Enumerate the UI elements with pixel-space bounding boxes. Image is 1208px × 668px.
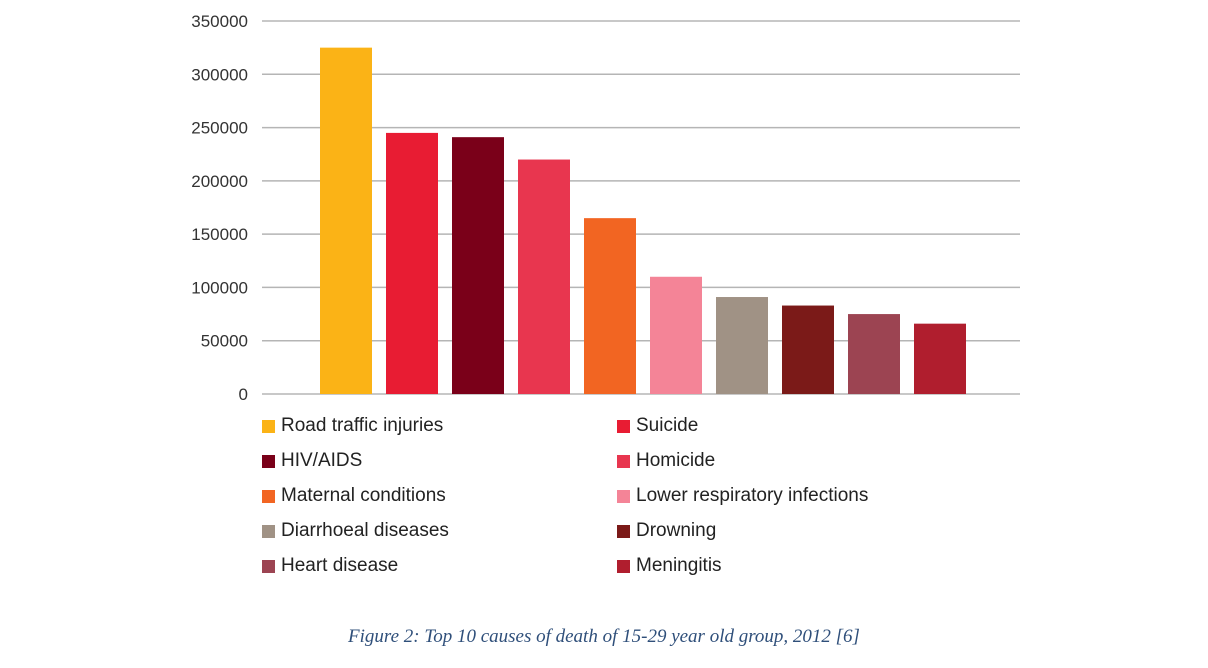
legend-label: Homicide xyxy=(636,450,716,471)
legend-item: Drowning xyxy=(617,519,962,543)
legend-label: Suicide xyxy=(636,415,699,436)
legend-swatch xyxy=(262,489,275,503)
legend-swatch xyxy=(617,559,630,573)
legend-label: Lower respiratory infections xyxy=(636,485,869,506)
bar xyxy=(386,132,438,394)
bar xyxy=(782,305,834,394)
legend-item: Road traffic injuries xyxy=(262,414,617,438)
legend-swatch xyxy=(617,489,630,503)
legend-label: Maternal conditions xyxy=(281,485,446,506)
bar xyxy=(650,276,702,394)
legend-swatch xyxy=(262,524,275,538)
y-tick-label: 100000 xyxy=(191,278,248,297)
bar xyxy=(320,47,372,395)
y-tick-label: 300000 xyxy=(191,65,248,84)
legend-swatch xyxy=(262,419,275,433)
y-tick-label: 250000 xyxy=(191,119,248,138)
legend-swatch xyxy=(617,524,630,538)
legend-label: Heart disease xyxy=(281,555,399,576)
figure-caption: Figure 2: Top 10 causes of death of 15-2… xyxy=(348,626,860,647)
legend-item: Heart disease xyxy=(262,554,617,578)
bar xyxy=(716,297,768,394)
gridlines xyxy=(262,20,1020,395)
legend-swatch xyxy=(262,559,275,573)
bar xyxy=(518,159,570,394)
legend-swatch xyxy=(617,419,630,433)
bar-chart: 0 50000 100000 150000 200000 250000 300000 3500… xyxy=(191,12,1020,404)
legend-label: Diarrhoeal diseases xyxy=(281,520,449,541)
legend-item: HIV/AIDS xyxy=(262,449,617,473)
bars xyxy=(320,47,966,395)
legend-item: Maternal conditions xyxy=(262,484,617,508)
legend: Road traffic injuries Suicide HIV/AIDS Homi… xyxy=(262,414,962,578)
bar xyxy=(914,323,966,394)
legend-swatch xyxy=(617,454,630,468)
legend-item: Diarrhoeal diseases xyxy=(262,519,617,543)
y-tick-label: 0 xyxy=(239,385,248,404)
y-axis-tick-labels: 0 50000 100000 150000 200000 250000 300000 3500… xyxy=(191,12,248,404)
legend-label: Meningitis xyxy=(636,555,722,576)
bar xyxy=(452,137,504,395)
bar xyxy=(848,314,900,394)
legend-item: Suicide xyxy=(617,414,962,438)
legend-item: Lower respiratory infections xyxy=(617,484,962,508)
legend-item: Meningitis xyxy=(617,554,962,578)
y-tick-label: 50000 xyxy=(201,332,248,351)
legend-label: Drowning xyxy=(636,520,717,541)
y-tick-label: 150000 xyxy=(191,225,248,244)
legend-swatch xyxy=(262,454,275,468)
legend-item: Homicide xyxy=(617,449,962,473)
y-tick-label: 200000 xyxy=(191,172,248,191)
y-tick-label: 350000 xyxy=(191,12,248,31)
legend-label: HIV/AIDS xyxy=(281,450,363,471)
legend-label: Road traffic injuries xyxy=(281,415,444,436)
bar xyxy=(584,218,636,394)
